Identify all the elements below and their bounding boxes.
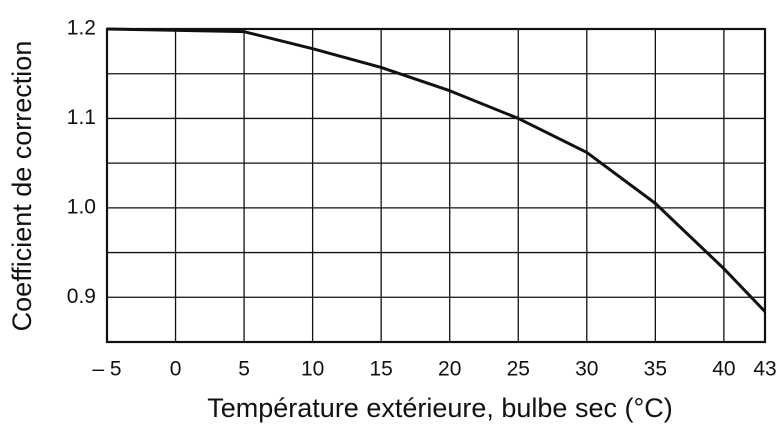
x-tick-label: 5: [238, 358, 250, 381]
y-tick-label: 1.0: [67, 195, 96, 218]
x-tick-label: 40: [712, 358, 735, 381]
line: [106, 27, 767, 313]
y-tick-label: 0.9: [67, 285, 96, 308]
plot-frame: [105, 27, 767, 344]
x-tick-label: 10: [301, 358, 324, 381]
x-tick-label: 15: [369, 358, 392, 381]
x-tick-label: 20: [438, 358, 461, 381]
y-tick-label: 1.2: [67, 17, 96, 40]
x-tick-label: 25: [507, 358, 530, 381]
x-tick-label: 0: [170, 358, 182, 381]
x-tick-label: 35: [644, 358, 667, 381]
x-tick-label: 43: [753, 358, 776, 381]
y-axis-label: Coefficient de correction: [7, 41, 37, 332]
x-tick-label: 30: [575, 358, 598, 381]
x-tick-label: – 5: [92, 358, 121, 381]
y-tick-label: 1.1: [67, 106, 96, 129]
x-axis-label: Température extérieure, bulbe sec (°C): [207, 393, 673, 423]
